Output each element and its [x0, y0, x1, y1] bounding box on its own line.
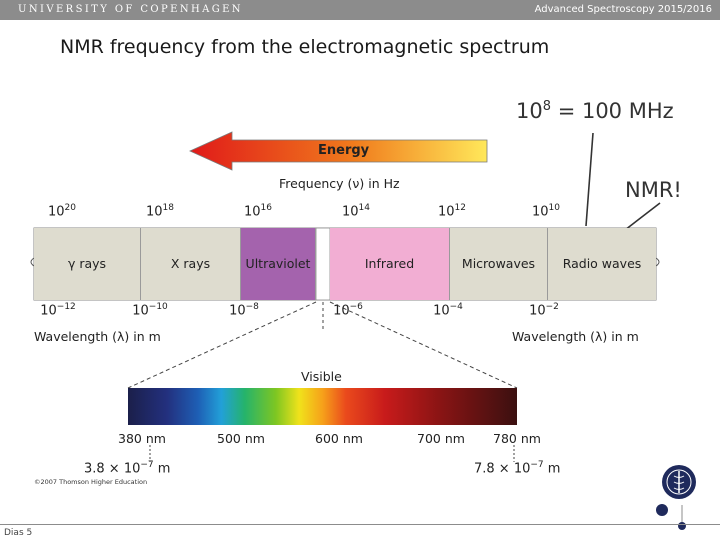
slide-number: Dias 5	[4, 528, 33, 538]
freq-tick: 1016	[244, 203, 272, 220]
wavelength-tick: 10−4	[433, 302, 463, 319]
visible-lower-bound: 3.8 × 10−7 m	[84, 460, 171, 477]
frequency-axis-label: Frequency (ν) in Hz	[279, 176, 400, 191]
footer-line	[0, 524, 720, 525]
freq-tick: 1010	[532, 203, 560, 220]
university-seal-icon	[662, 465, 696, 499]
wavelength-tick: 10−8	[229, 302, 259, 319]
freq-tick: 1014	[342, 203, 370, 220]
nmr-annotation: NMR!	[625, 178, 682, 202]
visible-label: Visible	[301, 369, 342, 384]
course-title: Advanced Spectroscopy 2015/2016	[534, 4, 712, 15]
band-infrared: Infrared	[330, 228, 450, 300]
energy-arrow	[189, 131, 488, 171]
band-microwaves: Microwaves	[450, 228, 548, 300]
band-x-rays: X rays	[141, 228, 241, 300]
visible-zoom-right	[329, 301, 518, 389]
wavelength-tick: 10−2	[529, 302, 559, 319]
freq-tick: 1018	[146, 203, 174, 220]
logo-dot-large	[656, 504, 668, 516]
visible-nm-label: 600 nm	[315, 431, 363, 446]
visible-nm-label: 780 nm	[493, 431, 541, 446]
freq-tick: 1020	[48, 203, 76, 220]
wavelength-tick: 10−10	[132, 302, 168, 319]
header-bar: UNIVERSITY OF COPENHAGEN Advanced Spectr…	[0, 0, 720, 20]
band-radio-waves: Radio waves	[548, 228, 656, 300]
freq-annotation-base: 10	[516, 99, 543, 123]
energy-label: Energy	[318, 143, 370, 158]
frequency-annotation: 108 = 100 MHz	[516, 99, 674, 123]
logo-dot-small	[678, 522, 686, 530]
visible-nm-label: 700 nm	[417, 431, 465, 446]
wavelength-tick: 10−12	[40, 302, 76, 319]
freq-annotation-exp: 8	[542, 99, 552, 114]
right-break-mark	[655, 257, 660, 267]
wavelength-tick: 10−6	[333, 302, 363, 319]
slide-title: NMR frequency from the electromagnetic s…	[60, 36, 550, 58]
freq-tick: 1012	[438, 203, 466, 220]
copyright-notice: ©2007 Thomson Higher Education	[34, 478, 148, 486]
wavelength-axis-label-right: Wavelength (λ) in m	[512, 329, 639, 344]
band-ultraviolet: Ultraviolet	[241, 228, 316, 300]
left-break-mark	[30, 257, 35, 267]
visible-gap	[315, 227, 331, 301]
visible-nm-label: 380 nm	[118, 431, 166, 446]
band-gamma-rays: γ rays	[34, 228, 141, 300]
freq-pointer-line	[585, 132, 594, 227]
university-name: UNIVERSITY OF COPENHAGEN	[18, 4, 243, 15]
freq-annotation-rest: = 100 MHz	[551, 99, 674, 123]
wavelength-axis-label-left: Wavelength (λ) in m	[34, 329, 161, 344]
visible-spectrum-bar	[128, 388, 517, 425]
visible-nm-label: 500 nm	[217, 431, 265, 446]
visible-upper-bound: 7.8 × 10−7 m	[474, 460, 561, 477]
